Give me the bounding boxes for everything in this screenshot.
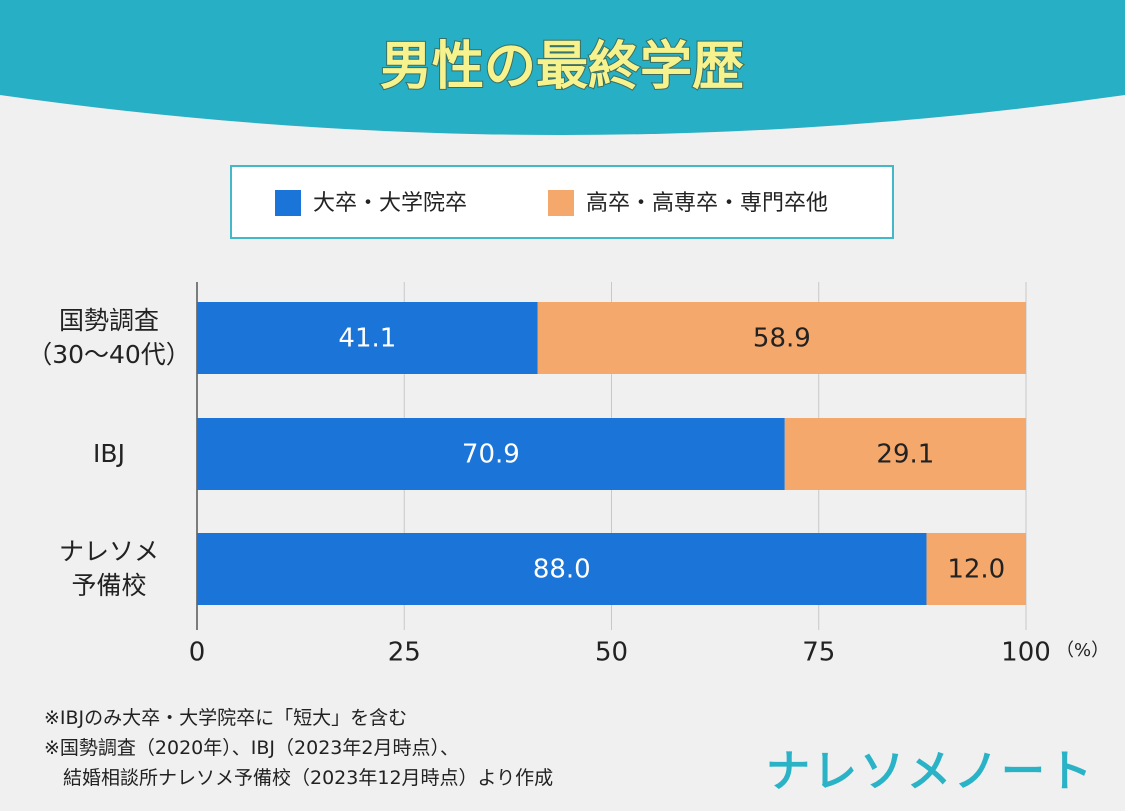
value-label: 29.1 [876, 440, 934, 470]
category-label: ナレソメ 予備校 [58, 537, 159, 600]
x-tick-label: 75 [802, 638, 835, 668]
bar-segment [784, 418, 1026, 490]
value-label: 88.0 [533, 555, 591, 585]
bar-segment [537, 302, 1026, 374]
value-label: 58.9 [753, 324, 811, 354]
x-tick-label: 100 [1001, 638, 1051, 668]
category-label: IBJ [93, 439, 125, 468]
chart-title: 男性の最終学歴 [380, 37, 744, 97]
legend-label: 高卒・高専卒・専門卒他 [586, 191, 828, 216]
value-label: 70.9 [462, 440, 520, 470]
bar-segment [197, 533, 927, 605]
value-label: 12.0 [947, 555, 1005, 585]
title-banner [0, 0, 1125, 135]
value-label: 41.1 [338, 324, 396, 354]
legend-label: 大卒・大学院卒 [313, 191, 467, 216]
legend-swatch [275, 190, 301, 216]
note: ※国勢調査（2020年）、IBJ（2023年2月時点）、 結婚相談所ナレソメ予備… [44, 737, 554, 789]
category-label: 国勢調査 （30～40代） [27, 306, 191, 369]
x-tick-label: 50 [595, 638, 628, 668]
x-unit: （%） [1056, 640, 1109, 661]
bar-segment [197, 302, 538, 374]
brand-logo: ナレソメノート [766, 746, 1095, 797]
bar-segment [197, 418, 785, 490]
x-tick-label: 25 [388, 638, 421, 668]
legend-swatch [548, 190, 574, 216]
note: ※IBJのみ大卒・大学院卒に「短大」を含む [44, 707, 408, 729]
x-tick-label: 0 [189, 638, 206, 668]
bar-segment [926, 533, 1026, 605]
